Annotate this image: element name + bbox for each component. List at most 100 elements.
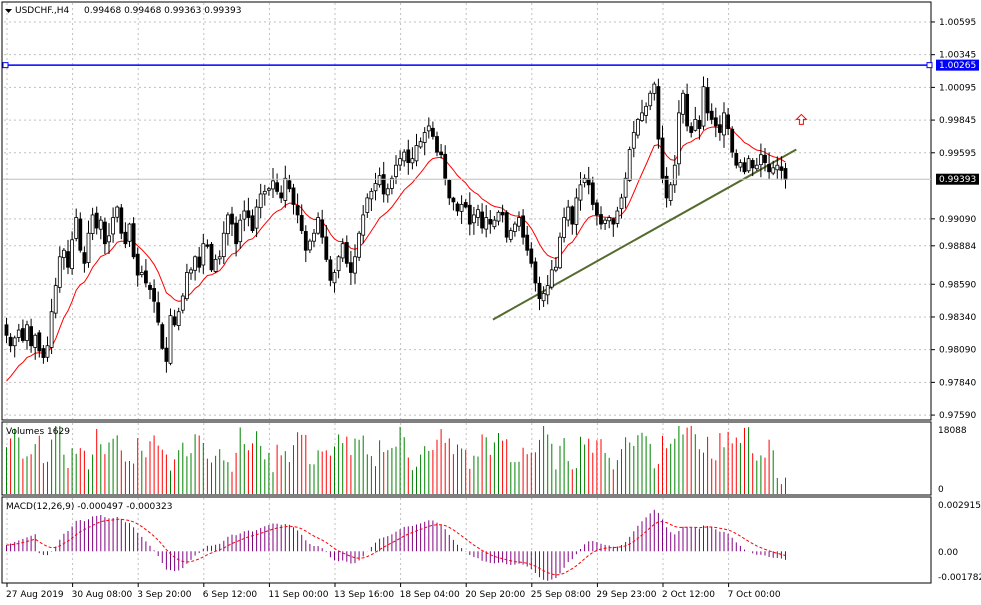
macd-signal-line bbox=[6, 518, 786, 576]
candle bbox=[607, 217, 612, 222]
candle bbox=[217, 256, 222, 260]
candle bbox=[615, 210, 620, 224]
candle bbox=[730, 128, 735, 153]
price-tick-label: 0.98884 bbox=[939, 242, 976, 252]
candle bbox=[451, 197, 456, 203]
candle bbox=[324, 236, 329, 260]
candle bbox=[246, 210, 251, 218]
candle bbox=[754, 164, 759, 170]
current-price-tag bbox=[936, 173, 979, 185]
candle bbox=[193, 256, 198, 271]
candle bbox=[750, 160, 755, 169]
candle bbox=[742, 162, 747, 173]
candle bbox=[783, 168, 788, 181]
candle bbox=[738, 162, 743, 168]
macd-title: MACD(12,26,9) -0.000497 -0.000323 bbox=[6, 502, 172, 512]
candle bbox=[168, 315, 173, 364]
candle bbox=[4, 324, 9, 336]
candle bbox=[221, 232, 226, 257]
candles-layer bbox=[4, 76, 788, 373]
time-tick-label: 7 Oct 00:00 bbox=[728, 590, 781, 600]
candle bbox=[242, 210, 247, 220]
candle bbox=[250, 215, 255, 232]
candle bbox=[348, 262, 353, 273]
level-price-tag bbox=[936, 59, 979, 71]
candle bbox=[726, 114, 730, 129]
candle bbox=[225, 214, 230, 235]
candle bbox=[562, 217, 566, 238]
candle bbox=[381, 174, 386, 195]
candle bbox=[320, 219, 325, 238]
macd-zero-label: 0.00 bbox=[938, 548, 958, 558]
symbol-dropdown-icon[interactable] bbox=[5, 9, 12, 13]
candle bbox=[574, 197, 579, 225]
candle bbox=[131, 223, 136, 258]
price-tick-label: 1.00095 bbox=[939, 83, 976, 93]
candle bbox=[521, 215, 525, 238]
candle bbox=[369, 190, 374, 200]
candle bbox=[377, 175, 382, 186]
candle bbox=[677, 112, 681, 165]
price-tick-label: 0.97590 bbox=[939, 411, 976, 421]
time-tick-label: 30 Aug 08:00 bbox=[72, 590, 133, 600]
macd-signal-layer bbox=[6, 518, 786, 576]
candle bbox=[209, 243, 214, 271]
candle bbox=[344, 242, 349, 264]
price-panel[interactable] bbox=[1, 1, 932, 421]
candle bbox=[693, 119, 698, 131]
candle bbox=[410, 158, 415, 164]
candle bbox=[254, 206, 259, 229]
candle bbox=[595, 202, 599, 216]
candle bbox=[664, 175, 669, 199]
level-handle-left[interactable] bbox=[2, 62, 9, 69]
candle bbox=[660, 137, 665, 179]
candle bbox=[578, 184, 583, 201]
candle bbox=[701, 86, 706, 127]
time-tick-label: 27 Aug 2019 bbox=[6, 590, 64, 600]
candle bbox=[234, 222, 239, 245]
ohlc-values: 0.99468 0.99468 0.99363 0.99393 bbox=[84, 6, 241, 16]
candle bbox=[582, 177, 587, 183]
candle bbox=[779, 166, 784, 171]
candle bbox=[480, 211, 485, 229]
candle bbox=[398, 158, 403, 166]
candle bbox=[611, 218, 616, 225]
candle bbox=[627, 149, 632, 181]
candle bbox=[763, 154, 767, 163]
time-tick-label: 13 Sep 16:00 bbox=[334, 590, 394, 600]
macd-max-label: 0.002915 bbox=[938, 501, 981, 511]
candle bbox=[53, 285, 58, 314]
candle bbox=[709, 110, 714, 120]
candle bbox=[295, 205, 300, 216]
level-handle-right[interactable] bbox=[926, 62, 933, 69]
candle bbox=[287, 180, 292, 190]
candle bbox=[86, 232, 91, 263]
candle bbox=[672, 164, 677, 186]
volume-max-label: 18088 bbox=[938, 426, 967, 436]
candle bbox=[25, 324, 29, 341]
candle bbox=[94, 212, 99, 229]
candle bbox=[644, 105, 648, 116]
volume-zero-label: 0 bbox=[938, 485, 944, 495]
candle bbox=[496, 211, 501, 222]
candle bbox=[430, 127, 435, 137]
candle bbox=[303, 231, 308, 251]
candle bbox=[537, 282, 542, 300]
candle bbox=[681, 92, 685, 115]
candle bbox=[652, 83, 657, 94]
time-tick-label: 3 Sep 20:00 bbox=[137, 590, 192, 600]
candle bbox=[57, 256, 62, 288]
macd-min-label: -0.001782 bbox=[938, 573, 981, 583]
candle bbox=[443, 153, 448, 179]
candle bbox=[767, 164, 771, 173]
candle bbox=[357, 232, 362, 258]
candle bbox=[160, 324, 165, 349]
time-tick-label: 11 Sep 00:00 bbox=[268, 590, 328, 600]
price-tick-label: 1.00345 bbox=[939, 51, 976, 61]
up-arrow-icon[interactable] bbox=[795, 113, 808, 125]
candle bbox=[513, 223, 517, 232]
candle bbox=[213, 259, 218, 272]
time-tick-label: 18 Sep 04:00 bbox=[400, 590, 460, 600]
candle bbox=[180, 295, 185, 311]
